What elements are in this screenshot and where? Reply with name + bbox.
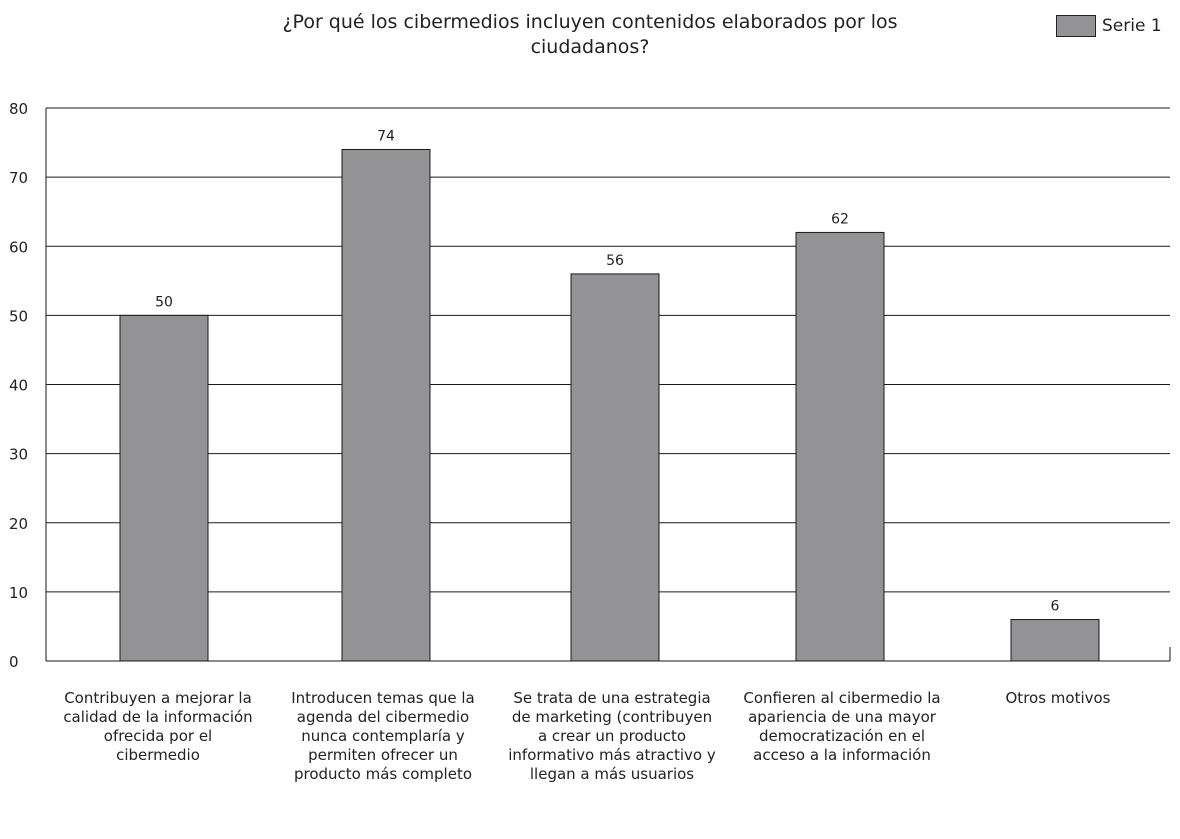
- x-tick-label: Se trata de una estrategia de marketing …: [508, 689, 716, 783]
- bar: [1010, 619, 1100, 662]
- x-tick-label: Contribuyen a mejorar la calidad de la i…: [63, 689, 253, 764]
- chart-title: ¿Por qué los cibermedios incluyen conten…: [282, 11, 898, 58]
- bars: [119, 148, 1100, 662]
- y-tick-label: 70: [9, 169, 28, 187]
- y-tick-label: 0: [9, 653, 19, 671]
- legend-label: Serie 1: [1102, 16, 1162, 36]
- bar: [119, 314, 209, 662]
- bar: [341, 148, 431, 662]
- y-tick-label: 10: [9, 584, 28, 602]
- legend: Serie 1: [1056, 15, 1162, 37]
- y-tick-label: 30: [9, 446, 28, 464]
- data-label: 74: [377, 128, 395, 144]
- y-tick-label: 50: [9, 307, 28, 325]
- data-label: 6: [1051, 599, 1060, 615]
- y-axis-ticks: 0 10 20 30 40 50 60 70 80: [9, 100, 28, 671]
- y-tick-label: 20: [9, 515, 28, 533]
- data-labels: 50 74 56 62 6: [155, 128, 1059, 614]
- x-tick-label: Otros motivos: [1005, 689, 1111, 707]
- legend-swatch: [1056, 15, 1096, 37]
- y-tick-label: 80: [9, 100, 28, 118]
- bar: [570, 273, 660, 662]
- data-label: 50: [155, 294, 173, 310]
- y-tick-label: 40: [9, 377, 28, 395]
- bar: [795, 231, 885, 662]
- data-label: 62: [831, 211, 849, 227]
- y-tick-label: 60: [9, 238, 28, 256]
- data-label: 56: [606, 253, 624, 269]
- x-tick-label: Introducen temas que la agenda del ciber…: [291, 689, 475, 783]
- x-tick-label: Confieren al cibermedio la apariencia de…: [743, 689, 941, 764]
